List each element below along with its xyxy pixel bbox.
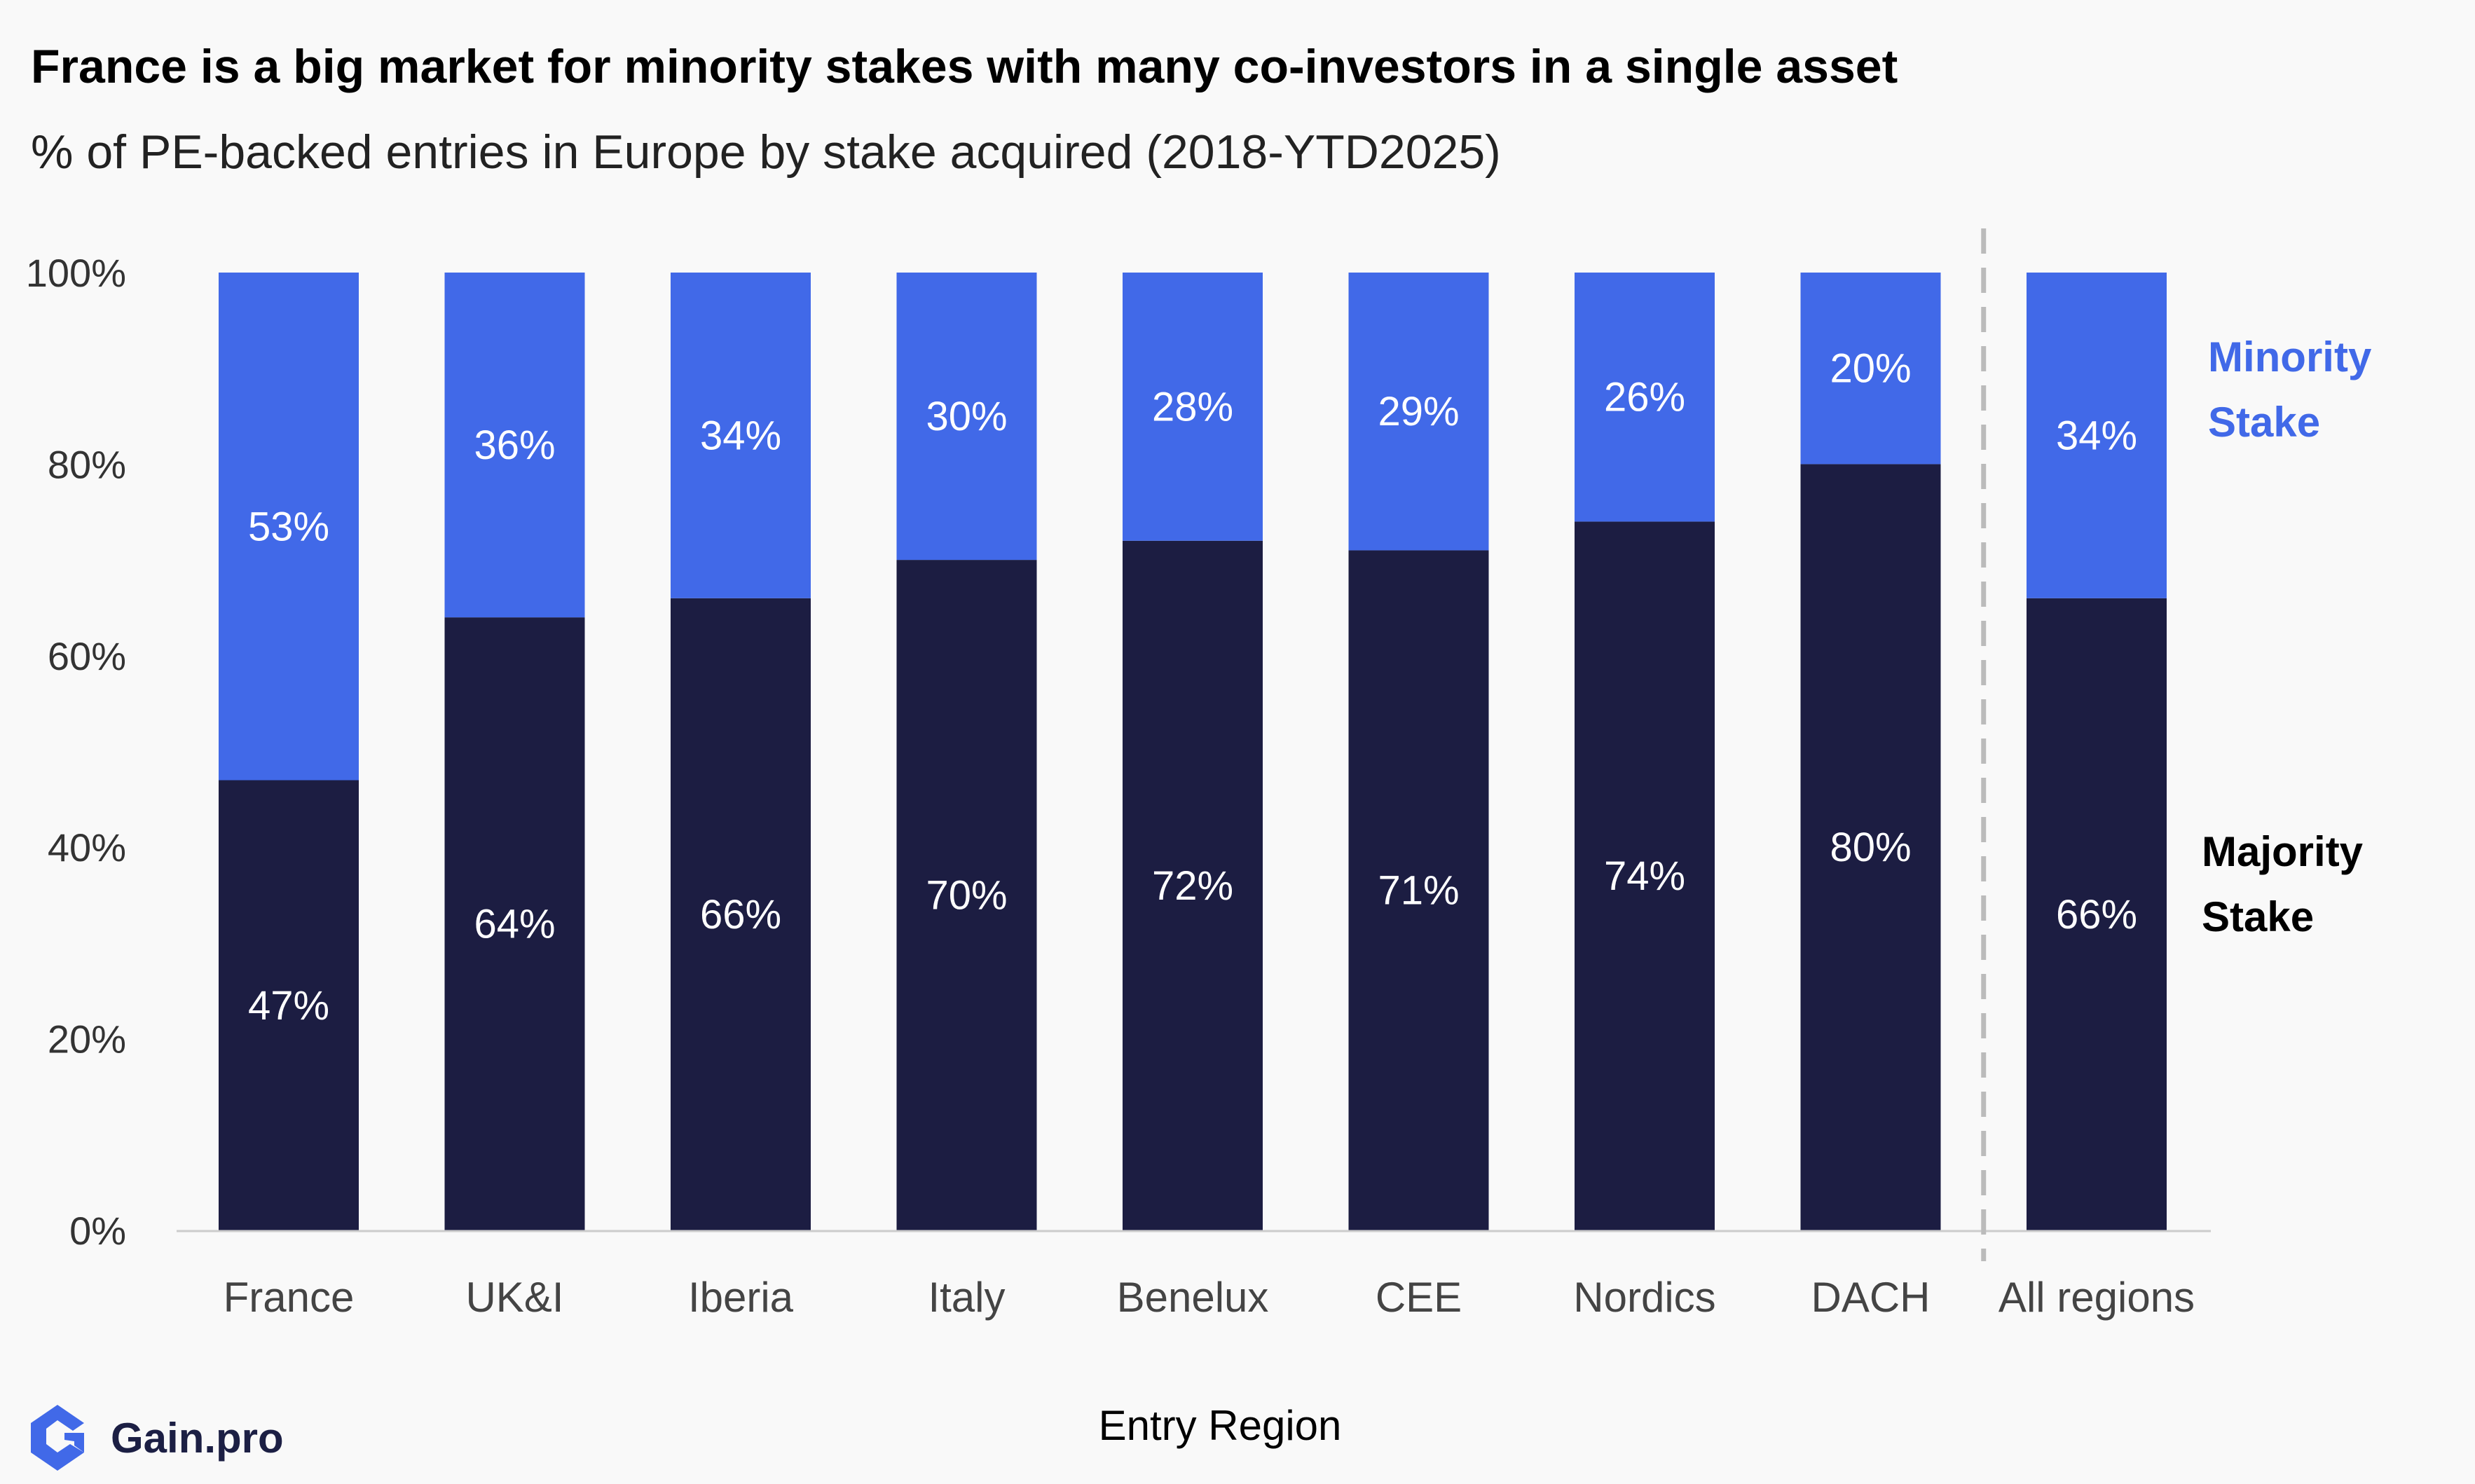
bar-minority — [1575, 273, 1715, 522]
bar-minority — [1348, 273, 1489, 551]
legend-minority: Minority Stake — [2208, 334, 2372, 446]
data-label-minority: 30% — [926, 394, 1007, 439]
bar-minority — [1800, 273, 1941, 465]
bar-majority — [1800, 464, 1941, 1230]
bars: 47% 53% 64% 36% 66% 34% 70% 30% 72% 28% 71% 29% 74% 2… — [219, 273, 2167, 1230]
legend-majority-line2: Stake — [2202, 893, 2314, 940]
legend-majority-line1: Majority — [2202, 828, 2364, 875]
bar-group: 66% 34% — [671, 273, 811, 1230]
bar-majority — [1575, 521, 1715, 1230]
data-label-majority: 66% — [700, 892, 781, 937]
data-label-minority: 29% — [1378, 389, 1459, 434]
bar-majority — [1348, 550, 1489, 1230]
brand-name: Gain.pro — [111, 1415, 284, 1462]
x-tick-label: CEE — [1376, 1274, 1462, 1321]
data-label-minority: 53% — [248, 504, 329, 549]
bar-group: 72% 28% — [1123, 273, 1263, 1230]
y-tick-label: 40% — [48, 825, 126, 870]
x-tick-label: DACH — [1811, 1274, 1930, 1321]
data-label-minority: 28% — [1152, 384, 1233, 430]
x-axis: France UK&I Iberia Italy Benelux CEE Nordics DA… — [177, 228, 2211, 1321]
data-label-majority: 64% — [474, 902, 555, 947]
legend-minority-line1: Minority — [2208, 334, 2372, 380]
x-tick-label: Iberia — [688, 1274, 794, 1321]
bar-group: 70% 30% — [896, 273, 1037, 1230]
y-tick-label: 0% — [69, 1209, 126, 1253]
bar-minority — [2027, 273, 2167, 598]
legend-minority-line2: Stake — [2208, 399, 2320, 446]
data-label-minority: 34% — [700, 413, 781, 458]
y-tick-label: 60% — [48, 634, 126, 678]
bar-majority — [671, 598, 811, 1230]
y-tick-label: 100% — [26, 251, 126, 295]
y-tick-label: 20% — [48, 1017, 126, 1062]
data-label-majority: 71% — [1378, 868, 1459, 914]
bar-group: 64% 36% — [444, 273, 585, 1230]
data-label-majority: 72% — [1152, 863, 1233, 909]
bar-minority — [1123, 273, 1263, 541]
bar-majority — [2027, 598, 2167, 1230]
legend-majority: Majority Stake — [2202, 828, 2364, 940]
x-axis-label: Entry Region — [1099, 1402, 1342, 1449]
bar-majority — [219, 780, 359, 1230]
data-label-majority: 70% — [926, 873, 1007, 919]
x-tick-label: UK&I — [465, 1274, 563, 1321]
bar-minority — [444, 273, 585, 618]
data-label-majority: 74% — [1604, 853, 1685, 899]
bar-group: 66% 34% — [2027, 273, 2167, 1230]
y-tick-label: 80% — [48, 442, 126, 486]
bar-majority — [444, 617, 585, 1230]
gain-pro-logo-icon — [31, 1405, 84, 1471]
data-label-majority: 80% — [1830, 825, 1911, 870]
chart-title: France is a big market for minority stak… — [31, 40, 1898, 93]
data-label-minority: 26% — [1604, 375, 1685, 420]
bar-majority — [896, 560, 1037, 1230]
bar-group: 80% 20% — [1800, 273, 1941, 1230]
bar-minority — [219, 273, 359, 781]
bar-group: 47% 53% — [219, 273, 359, 1230]
bar-group: 74% 26% — [1575, 273, 1715, 1230]
x-tick-label: All regions — [1998, 1274, 2195, 1321]
data-label-majority: 47% — [248, 983, 329, 1029]
x-tick-label: Nordics — [1573, 1274, 1715, 1321]
y-axis: 0% 20% 40% 60% 80% 100% — [26, 251, 126, 1253]
data-label-minority: 34% — [2056, 413, 2137, 458]
x-tick-label: France — [224, 1274, 355, 1321]
data-label-minority: 36% — [474, 422, 555, 468]
x-tick-label: Italy — [928, 1274, 1005, 1321]
data-label-majority: 66% — [2056, 892, 2137, 937]
brand-logo: Gain.pro — [31, 1405, 284, 1471]
data-label-minority: 20% — [1830, 346, 1911, 392]
bar-minority — [671, 273, 811, 598]
bar-group: 71% 29% — [1348, 273, 1489, 1230]
chart-subtitle: % of PE-backed entries in Europe by stak… — [31, 125, 1501, 179]
bar-majority — [1123, 540, 1263, 1230]
x-tick-label: Benelux — [1117, 1274, 1269, 1321]
bar-minority — [896, 273, 1037, 561]
